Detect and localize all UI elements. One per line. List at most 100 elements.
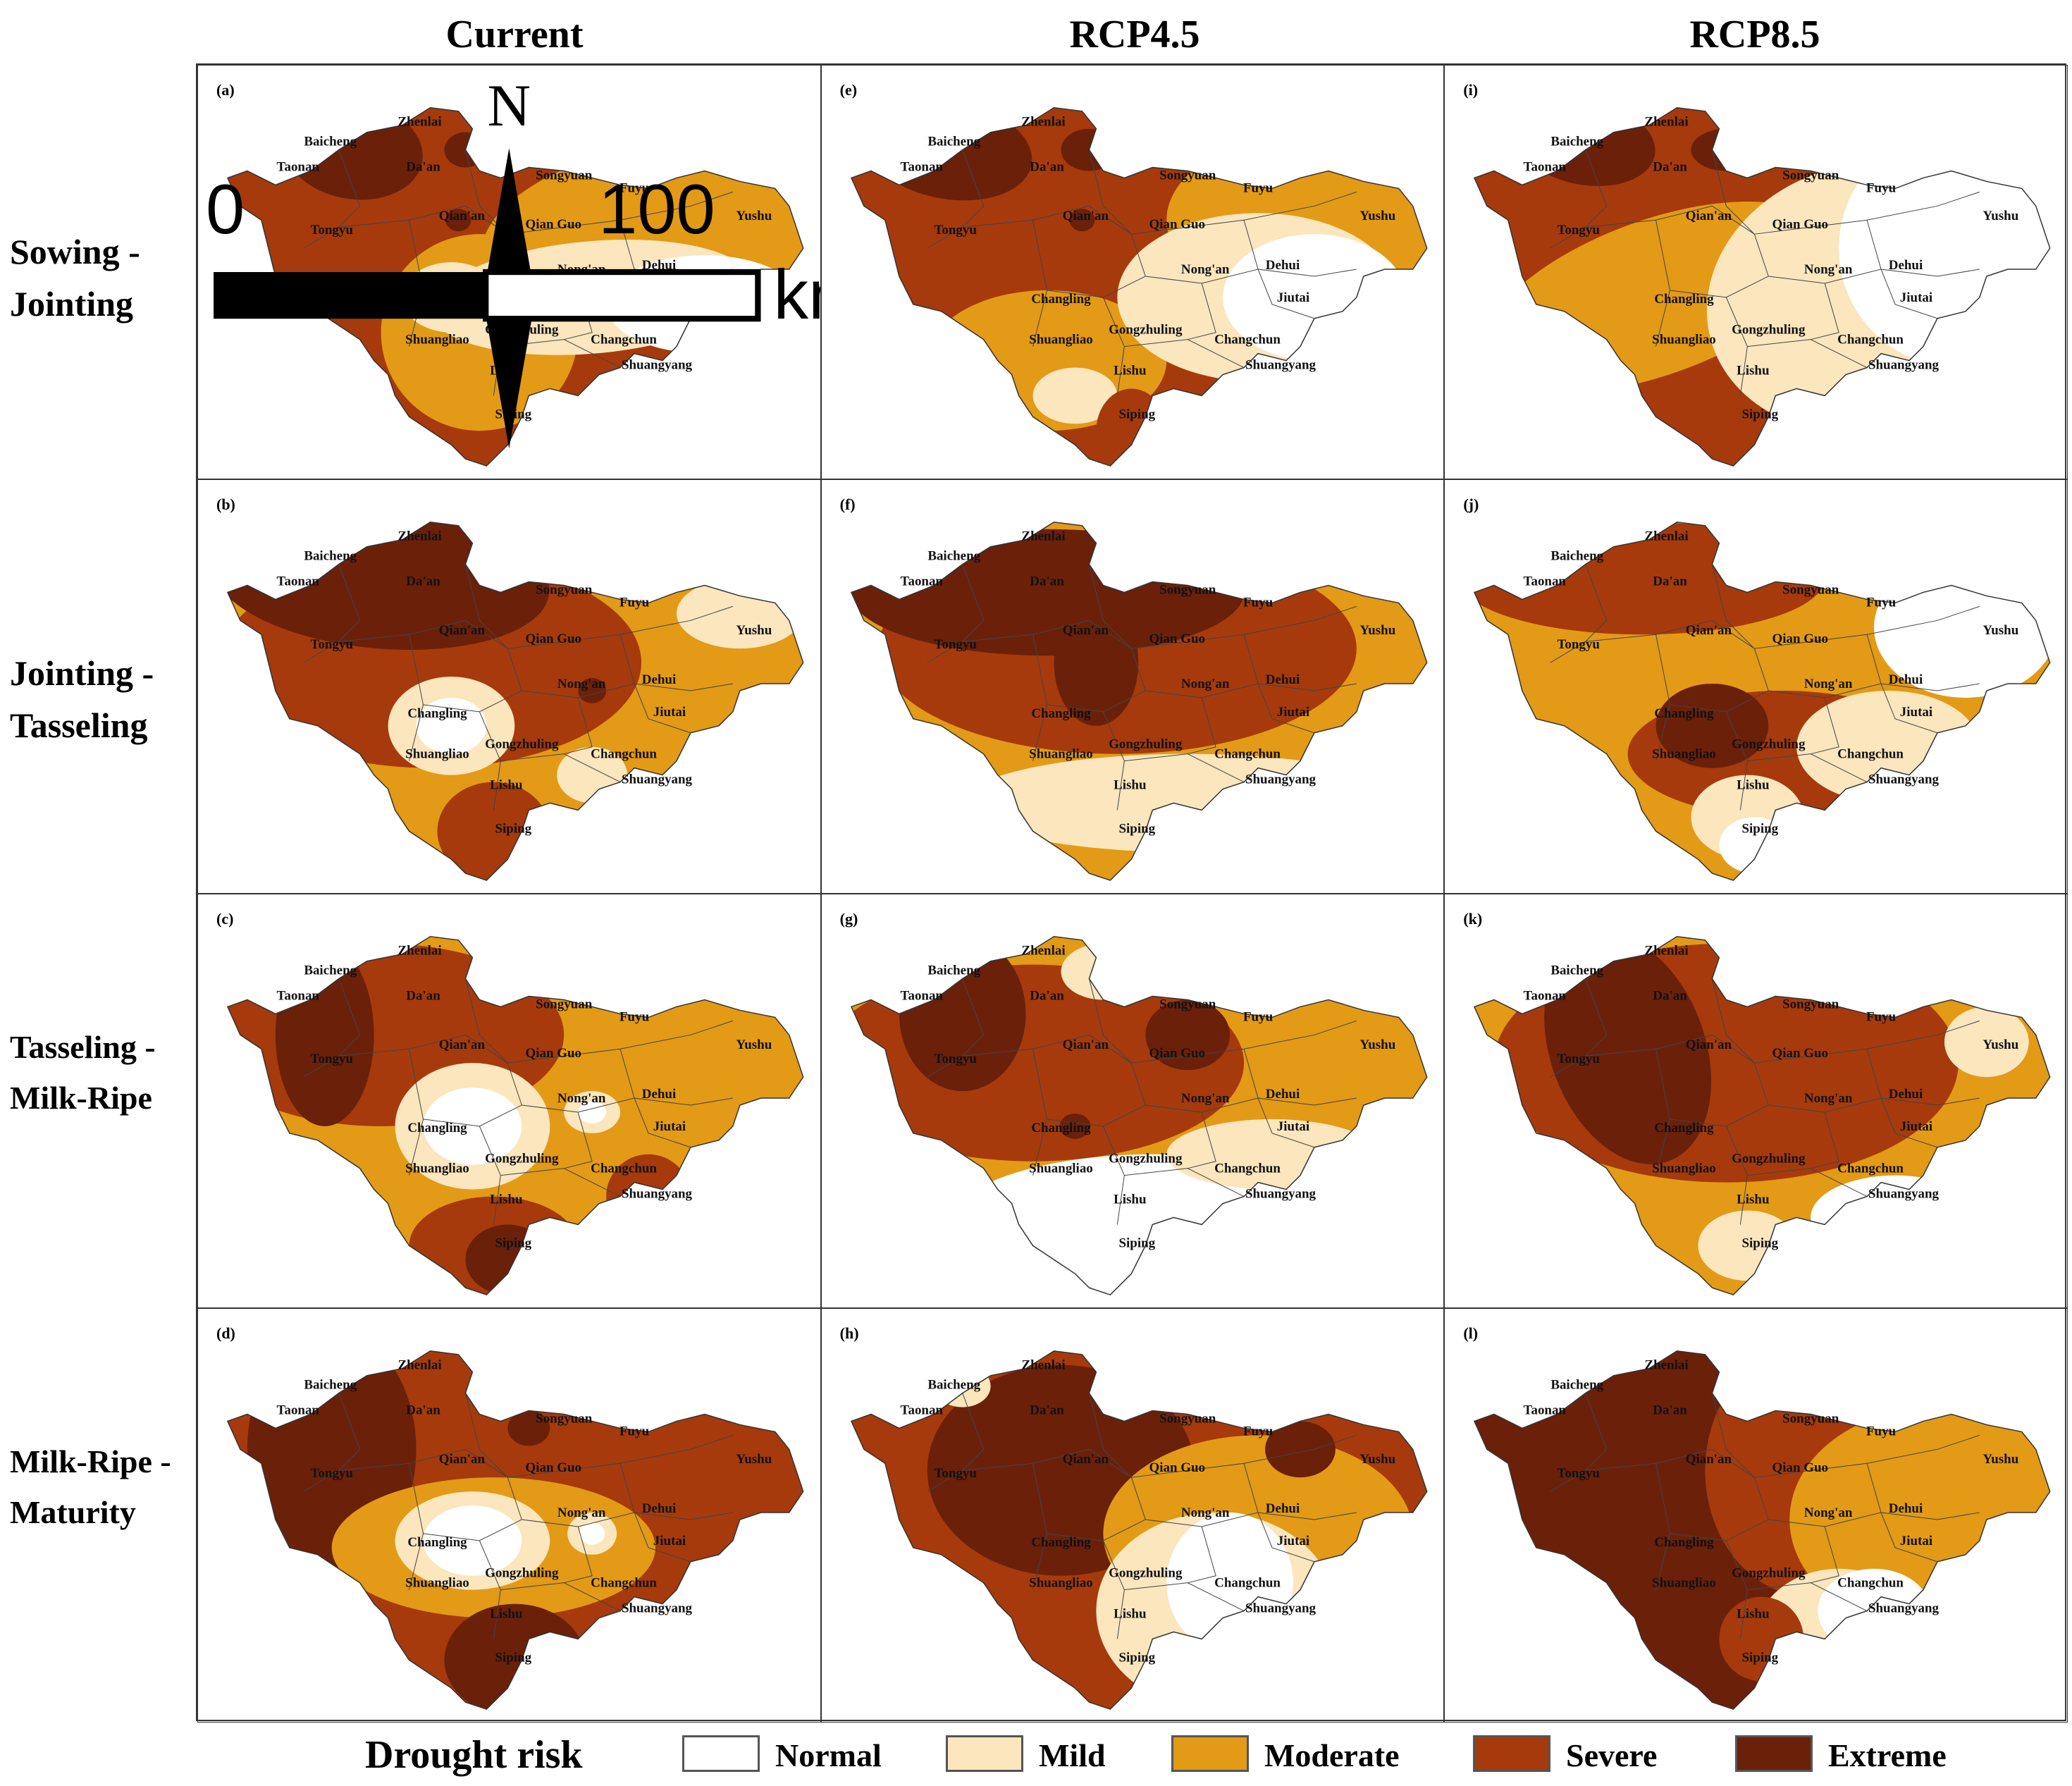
city-label: Siping bbox=[495, 821, 531, 836]
city-label: Tongyu bbox=[934, 637, 977, 652]
city-label: Fuyu bbox=[619, 1009, 650, 1024]
city-label: Gongzhuling bbox=[1109, 323, 1183, 338]
city-label: Fuyu bbox=[1243, 595, 1274, 610]
county-boundary bbox=[338, 1034, 508, 1064]
drought-risk-map: Zhenlai Baicheng Taonan Da'an Songyuan Fuyu Yu… bbox=[226, 522, 804, 881]
risk-zone-normal bbox=[416, 697, 487, 754]
map-panel: Zhenlai Baicheng Taonan Da'an Songyuan Fuyu Yu… bbox=[197, 479, 821, 894]
county-boundary bbox=[1880, 1097, 1938, 1148]
city-label: Qian'an bbox=[1062, 1452, 1109, 1467]
county-boundary bbox=[619, 1049, 733, 1106]
city-label: Shuangyang bbox=[1868, 1601, 1940, 1616]
panel-label: (a) bbox=[216, 81, 235, 99]
city-label: Qian'an bbox=[1062, 209, 1109, 223]
legend-swatch bbox=[1171, 1735, 1249, 1772]
city-label: Baicheng bbox=[304, 963, 357, 978]
city-label: Shuangliao bbox=[405, 1162, 469, 1176]
city-label: Baicheng bbox=[304, 135, 357, 149]
row-header-jointing-tasseling: Jointing - Tasseling bbox=[10, 647, 186, 751]
svg-text:0: 0 bbox=[206, 171, 245, 249]
city-label: Dehui bbox=[642, 1087, 676, 1102]
city-label: Siping bbox=[1118, 821, 1155, 836]
row-header-line: Jointing bbox=[10, 284, 134, 324]
city-label: Qian Guo bbox=[1772, 1046, 1829, 1061]
city-label: Changchun bbox=[591, 1162, 657, 1176]
risk-zone-extreme bbox=[1069, 209, 1095, 232]
county-boundary bbox=[927, 978, 984, 1078]
city-label: Tongyu bbox=[310, 223, 353, 238]
city-label: Tongyu bbox=[934, 1052, 977, 1066]
city-label: Fuyu bbox=[1243, 1424, 1274, 1439]
county-boundary bbox=[564, 697, 593, 755]
county-boundary bbox=[1670, 1519, 1769, 1541]
county-boundary bbox=[1585, 1448, 1755, 1478]
county-boundary bbox=[303, 149, 361, 249]
county-boundary bbox=[1712, 564, 1770, 691]
risk-zone-normal bbox=[423, 1088, 522, 1165]
county-boundary bbox=[1866, 634, 1980, 691]
city-label: Dehui bbox=[1889, 1087, 1923, 1102]
legend: Drought risk Normal Mild Moderate Severe… bbox=[196, 1728, 2066, 1779]
row-header-tasseling-milk-ripe: Tasseling - Milk-Ripe bbox=[10, 1022, 186, 1123]
county-boundary bbox=[1550, 978, 1608, 1078]
county-boundary bbox=[1187, 283, 1216, 340]
city-label: Yushu bbox=[736, 1037, 772, 1052]
risk-zone-normal bbox=[579, 1522, 605, 1545]
legend-label: Mild bbox=[1039, 1737, 1106, 1773]
county-boundary bbox=[409, 634, 424, 761]
city-label: Lishu bbox=[1737, 1193, 1770, 1207]
county-boundary bbox=[409, 1463, 424, 1590]
city-label: Changling bbox=[407, 1535, 467, 1550]
city-label: Songyuan bbox=[1782, 168, 1839, 183]
county-boundary bbox=[1243, 1049, 1357, 1106]
drought-risk-map: Zhenlai Baicheng Taonan Da'an Songyuan Fuyu Yu… bbox=[226, 1350, 804, 1710]
city-label: Shuangliao bbox=[405, 747, 469, 762]
county-boundary bbox=[619, 1463, 733, 1520]
city-label: Taonan bbox=[277, 989, 320, 1004]
city-label: Qian'an bbox=[1686, 623, 1732, 638]
city-label: Taonan bbox=[900, 989, 943, 1004]
city-label: Changchun bbox=[1838, 1162, 1904, 1176]
city-label: Songyuan bbox=[536, 168, 593, 183]
map-panel: Zhenlai Baicheng Taonan Da'an Songyuan Fuyu Yu… bbox=[820, 894, 1445, 1308]
city-label: Nong'an bbox=[557, 1505, 606, 1520]
city-label: Lishu bbox=[490, 1607, 523, 1622]
scale-bar: 0 100 km bbox=[206, 171, 820, 334]
city-label: Zhenlai bbox=[1021, 115, 1065, 130]
city-label: Changchun bbox=[591, 333, 657, 347]
city-label: Qian'an bbox=[439, 623, 486, 638]
city-label: Tongyu bbox=[310, 637, 353, 652]
city-label: Taonan bbox=[1524, 1403, 1567, 1418]
county-boundary bbox=[1257, 1097, 1314, 1148]
panel-label: (c) bbox=[216, 910, 234, 928]
row-header-line: Tasseling - bbox=[10, 1029, 156, 1065]
city-label: Changchun bbox=[1214, 1162, 1281, 1176]
drought-risk-map: Zhenlai Baicheng Taonan Da'an Songyuan Fuyu Yu… bbox=[1474, 1350, 2051, 1710]
city-label: Shuangyang bbox=[1245, 1601, 1316, 1616]
county-boundary bbox=[1257, 683, 1314, 734]
county-boundary bbox=[1585, 1034, 1755, 1064]
city-label: Siping bbox=[1742, 1650, 1779, 1665]
city-label: Jiutai bbox=[1276, 705, 1309, 720]
city-label: Nong'an bbox=[1181, 677, 1230, 691]
drought-risk-map: Zhenlai Baicheng Taonan Da'an Songyuan Fuyu Yu… bbox=[226, 936, 804, 1295]
county-boundary bbox=[1257, 1512, 1314, 1563]
county-boundary bbox=[1754, 1020, 1980, 1064]
county-boundary bbox=[1187, 1111, 1216, 1169]
county-boundary bbox=[1585, 205, 1755, 235]
city-label: Shuangyang bbox=[1245, 1187, 1316, 1202]
city-label: Baicheng bbox=[927, 1378, 980, 1393]
city-label: Baicheng bbox=[927, 549, 980, 564]
county-boundary bbox=[1880, 269, 1938, 319]
city-label: Gongzhuling bbox=[485, 1152, 559, 1166]
county-boundary bbox=[1768, 1097, 1882, 1113]
risk-zone-mild bbox=[1061, 943, 1145, 1000]
city-label: Da'an bbox=[406, 989, 440, 1004]
city-label: Da'an bbox=[1653, 1403, 1688, 1418]
city-label: Changchun bbox=[591, 747, 657, 762]
column-header-rcp45: RCP4.5 bbox=[1069, 13, 1200, 56]
city-label: Da'an bbox=[1030, 160, 1064, 175]
risk-zone-extreme bbox=[1145, 999, 1230, 1071]
row-header-sowing-jointing: Sowing - Jointing bbox=[10, 226, 186, 330]
row-header-line: Sowing - bbox=[10, 232, 140, 271]
